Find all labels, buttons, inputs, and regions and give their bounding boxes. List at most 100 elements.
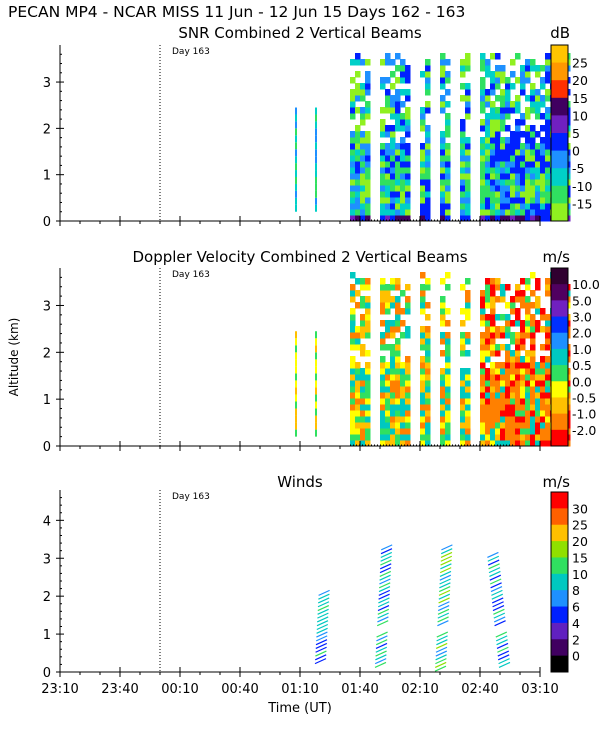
data-cell (485, 338, 491, 345)
data-cell (495, 368, 501, 375)
data-streak (315, 331, 317, 339)
data-cell (460, 149, 466, 156)
wind-barb (379, 567, 392, 574)
data-cell (395, 107, 401, 114)
data-cell (530, 434, 536, 441)
data-cell (385, 173, 391, 180)
data-cell (385, 362, 391, 369)
data-cell (545, 173, 551, 180)
data-cell (380, 422, 386, 429)
data-cell (355, 398, 361, 405)
data-cell (420, 344, 426, 351)
data-cell (480, 290, 486, 297)
data-cell (515, 422, 521, 429)
data-cell (390, 326, 396, 333)
data-cell (385, 380, 391, 387)
data-cell (400, 59, 406, 66)
data-cell (440, 338, 446, 345)
data-cell (465, 314, 471, 321)
data-cell (390, 191, 396, 198)
data-cell (505, 107, 511, 114)
data-cell (505, 392, 511, 399)
data-cell (505, 404, 511, 411)
data-cell (495, 167, 501, 174)
data-cell (365, 167, 371, 174)
data-cell (495, 428, 501, 435)
data-cell (380, 356, 386, 363)
data-cell (515, 404, 521, 411)
colorbar-frame (550, 267, 569, 447)
data-cell (490, 338, 496, 345)
data-cell (425, 356, 431, 363)
wind-barb (439, 574, 452, 581)
data-cell (480, 95, 486, 102)
data-cell (425, 131, 431, 138)
data-cell (535, 440, 541, 447)
data-cell (425, 203, 431, 210)
data-cell (425, 422, 431, 429)
data-cell (365, 332, 371, 339)
data-cell (465, 350, 471, 357)
data-cell (420, 416, 426, 423)
data-cell (350, 179, 356, 186)
data-cell (445, 179, 451, 186)
data-cell (520, 290, 526, 297)
data-cell (350, 167, 356, 174)
day-label: Day 163 (172, 492, 210, 502)
data-cell (360, 113, 366, 120)
data-cell (485, 149, 491, 156)
data-cell (355, 290, 361, 297)
wind-barb (375, 650, 387, 657)
data-cell (395, 428, 401, 435)
units-label: m/s (543, 473, 571, 491)
data-cell (485, 374, 491, 381)
data-cell (515, 215, 521, 222)
data-cell (445, 404, 451, 411)
data-cell (420, 149, 426, 156)
data-cell (385, 374, 391, 381)
data-cell (480, 203, 486, 210)
data-cell (420, 380, 426, 387)
data-cell (445, 356, 451, 363)
data-cell (495, 65, 501, 72)
data-cell (440, 350, 446, 357)
data-cell (395, 167, 401, 174)
data-cell (440, 392, 446, 399)
data-cell (425, 368, 431, 375)
data-cell (520, 428, 526, 435)
colorbar-swatch (551, 203, 568, 222)
data-cell (365, 374, 371, 381)
data-cell (505, 440, 511, 447)
data-cell (355, 167, 361, 174)
data-cell (530, 398, 536, 405)
data-cell (385, 428, 391, 435)
data-cell (390, 59, 396, 66)
data-cell (460, 119, 466, 126)
data-cell (425, 284, 431, 291)
data-cell (490, 119, 496, 126)
data-cell (380, 278, 386, 285)
data-cell (490, 350, 496, 357)
data-cell (395, 326, 401, 333)
data-cell (440, 416, 446, 423)
data-cell (445, 374, 451, 381)
data-cell (545, 131, 551, 138)
data-cell (400, 308, 406, 315)
data-cell (425, 338, 431, 345)
data-cell (445, 131, 451, 138)
data-cell (510, 398, 516, 405)
data-cell (395, 356, 401, 363)
data-cell (485, 173, 491, 180)
data-cell (485, 278, 491, 285)
data-cell (510, 173, 516, 180)
data-cell (485, 314, 491, 321)
data-cell (355, 71, 361, 78)
data-cell (545, 374, 551, 381)
data-cell (465, 386, 471, 393)
data-cell (445, 320, 451, 327)
data-cell (490, 149, 496, 156)
data-cell (490, 71, 496, 78)
colorbar-label: 15 (572, 91, 588, 106)
data-cell (405, 332, 411, 339)
data-cell (365, 404, 371, 411)
